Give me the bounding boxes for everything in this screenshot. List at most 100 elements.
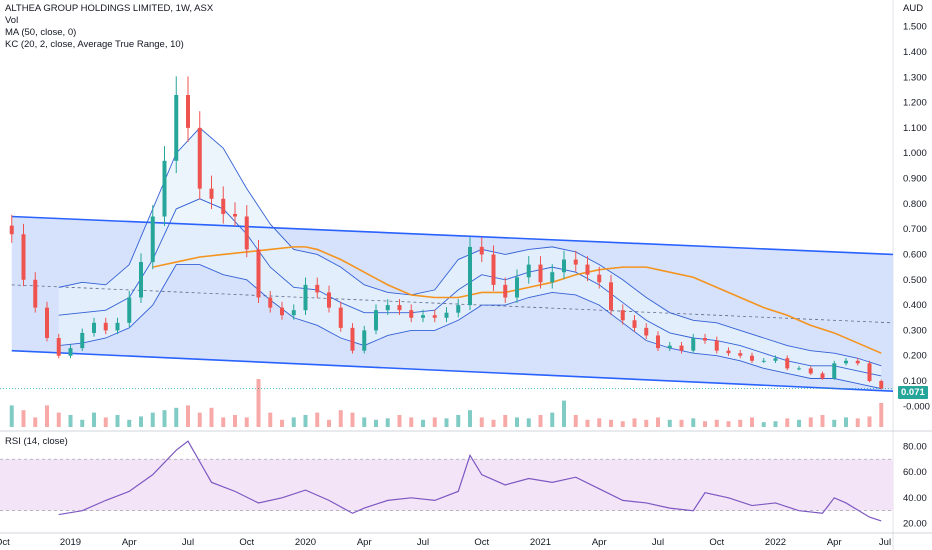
candle-body bbox=[667, 345, 672, 349]
candle-body bbox=[644, 327, 649, 336]
time-tick-label: Jul bbox=[417, 537, 429, 548]
candle-body bbox=[244, 216, 249, 250]
candle-body bbox=[80, 332, 85, 349]
volume-bar bbox=[726, 421, 731, 427]
volume-bar bbox=[503, 415, 508, 427]
volume-bar bbox=[808, 417, 813, 427]
volume-bar bbox=[92, 412, 96, 427]
ma-label: MA (50, close, 0) bbox=[5, 27, 77, 38]
volume-bar bbox=[797, 419, 801, 427]
volume-bar bbox=[421, 419, 425, 427]
volume-bar bbox=[303, 415, 308, 427]
price-tick-label: 0.400 bbox=[903, 300, 927, 311]
candle-body bbox=[233, 213, 237, 217]
volume-bar bbox=[385, 418, 390, 427]
candle-body bbox=[820, 373, 825, 379]
candle-body bbox=[656, 335, 660, 349]
candle-body bbox=[280, 307, 284, 316]
volume-bar bbox=[80, 419, 85, 427]
volume-bar bbox=[432, 417, 437, 427]
volume-bar bbox=[479, 417, 484, 427]
volume-bar bbox=[597, 418, 602, 427]
candle-body bbox=[632, 320, 637, 328]
volume-bar bbox=[515, 417, 519, 427]
volume-bar bbox=[714, 419, 719, 427]
candle-body bbox=[538, 264, 543, 283]
candle-body bbox=[374, 310, 378, 331]
time-tick-label: 2022 bbox=[765, 537, 786, 548]
price-tick-label: 1.200 bbox=[903, 98, 927, 109]
volume-bar bbox=[45, 405, 49, 427]
rsi-label: RSI (14, close) bbox=[5, 436, 68, 447]
candle-body bbox=[56, 338, 61, 356]
rsi-tick-label: 40.00 bbox=[903, 493, 927, 504]
candle-body bbox=[150, 216, 155, 263]
volume-bar bbox=[620, 421, 625, 427]
candle-body bbox=[867, 363, 872, 382]
legend: ALTHEA GROUP HOLDINGS LIMITED, 1W, ASX V… bbox=[5, 3, 213, 51]
candle-body bbox=[844, 360, 848, 364]
volume-bar bbox=[244, 417, 249, 427]
candle-body bbox=[139, 262, 143, 298]
volume-bar bbox=[468, 410, 472, 427]
price-tick-label: 0.100 bbox=[903, 376, 927, 387]
price-tick-label: 0.300 bbox=[903, 325, 927, 336]
candle-body bbox=[703, 338, 707, 341]
volume-bar bbox=[785, 418, 790, 427]
candle-body bbox=[221, 198, 226, 214]
time-tick-label: Oct bbox=[239, 537, 254, 548]
candle-body bbox=[68, 348, 73, 356]
time-tick-label: Oct bbox=[0, 537, 10, 548]
candle-body bbox=[855, 360, 860, 364]
candle-body bbox=[785, 358, 790, 369]
time-tick-label: 2020 bbox=[295, 537, 316, 548]
candle-body bbox=[515, 277, 519, 298]
time-tick-label: Jul bbox=[879, 537, 891, 548]
volume-bar bbox=[221, 417, 226, 427]
time-tick-label: Apr bbox=[827, 537, 842, 548]
candle-body bbox=[797, 368, 801, 370]
candle-body bbox=[562, 259, 566, 273]
volume-bar bbox=[397, 415, 402, 427]
candle-body bbox=[526, 264, 531, 278]
candle-body bbox=[409, 310, 414, 318]
candle-body bbox=[679, 345, 684, 351]
candle-body bbox=[103, 322, 108, 331]
candle-body bbox=[468, 246, 472, 306]
price-tick-label: 0.200 bbox=[903, 351, 927, 362]
volume-bar bbox=[409, 417, 414, 427]
volume-bar bbox=[761, 422, 766, 427]
price-tick-label: -0.000 bbox=[903, 401, 930, 412]
candle-body bbox=[832, 363, 837, 379]
rsi-tick-label: 80.00 bbox=[903, 441, 927, 452]
price-tick-label: 0.900 bbox=[903, 174, 927, 185]
volume-bar bbox=[56, 412, 61, 427]
rsi-band bbox=[0, 459, 893, 511]
volume-bar bbox=[68, 415, 73, 427]
candle-body bbox=[21, 234, 26, 280]
time-tick-label: Apr bbox=[357, 537, 372, 548]
candle-body bbox=[338, 307, 343, 328]
volume-bar bbox=[738, 419, 743, 427]
volume-bar bbox=[456, 415, 461, 427]
time-tick-label: Apr bbox=[592, 537, 607, 548]
volume-bar bbox=[268, 412, 273, 427]
candle-body bbox=[303, 284, 308, 311]
candle-body bbox=[92, 322, 96, 333]
price-tick-label: 1.500 bbox=[903, 22, 927, 33]
volume-bar bbox=[362, 417, 367, 427]
candle-body bbox=[45, 307, 49, 338]
candle-body bbox=[421, 315, 425, 318]
volume-bar bbox=[186, 405, 190, 427]
volume-bar bbox=[667, 419, 672, 427]
volume-bar bbox=[526, 418, 531, 427]
chart-title: ALTHEA GROUP HOLDINGS LIMITED, 1W, ASX bbox=[5, 3, 214, 14]
candle-body bbox=[350, 327, 355, 351]
price-tick-label: 1.400 bbox=[903, 47, 927, 58]
candle-body bbox=[209, 188, 214, 199]
candle-body bbox=[174, 95, 179, 161]
volume-bar bbox=[573, 415, 578, 427]
price-tick-label: 0.600 bbox=[903, 249, 927, 260]
candle-body bbox=[115, 322, 120, 331]
